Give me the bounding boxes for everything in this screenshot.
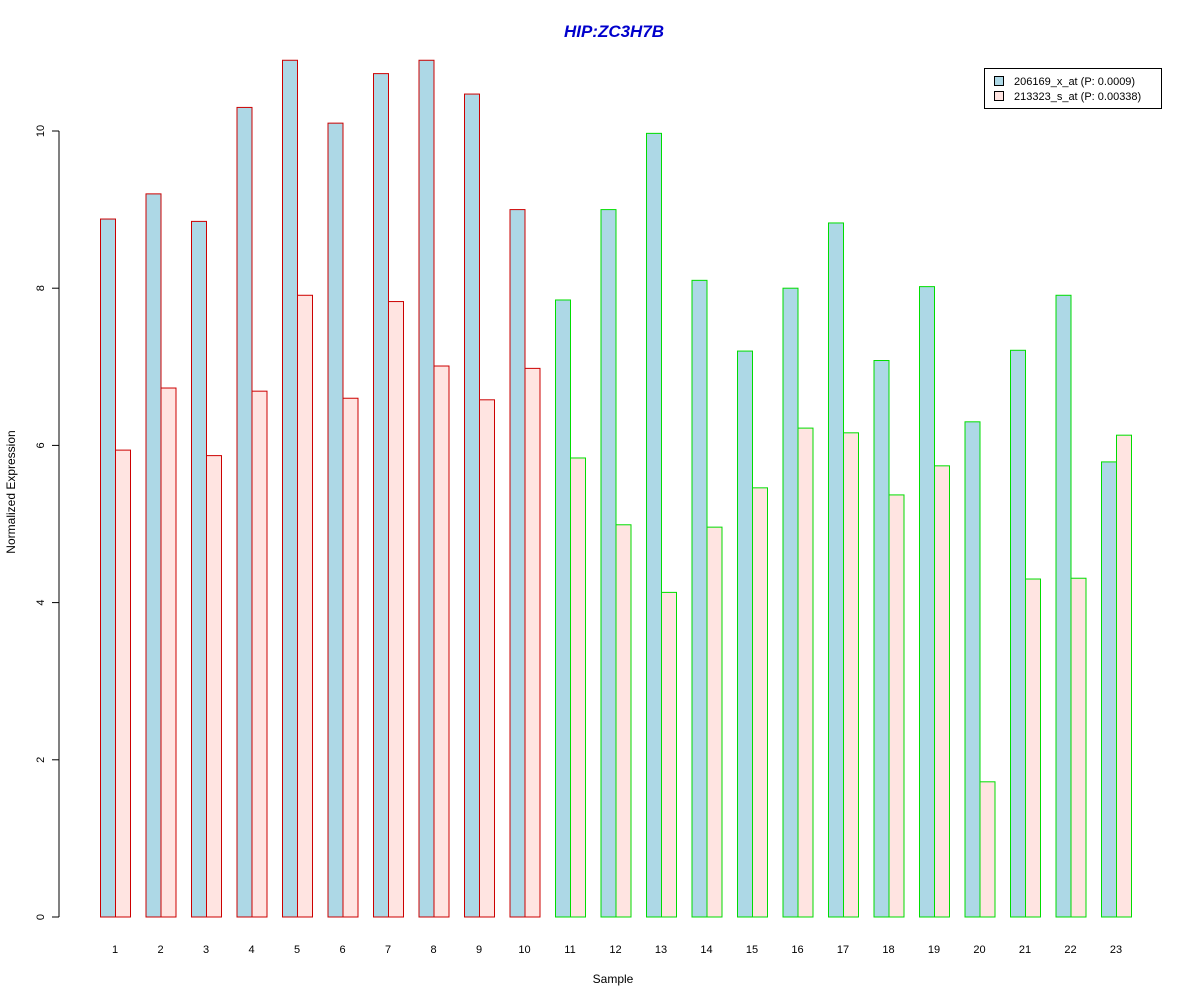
bar bbox=[600, 209, 617, 918]
bar bbox=[464, 93, 480, 918]
x-tick-label: 12 bbox=[609, 944, 621, 956]
y-tick-label: 8 bbox=[35, 285, 47, 291]
bar bbox=[828, 222, 844, 918]
bar bbox=[206, 455, 222, 918]
bar bbox=[888, 494, 905, 918]
x-tick-label: 20 bbox=[973, 944, 985, 956]
bar bbox=[873, 360, 890, 918]
bar bbox=[752, 487, 768, 918]
x-tick-label: 17 bbox=[837, 944, 849, 956]
x-tick-label: 6 bbox=[339, 944, 345, 956]
x-tick-label: 5 bbox=[294, 944, 300, 956]
y-tick-label: 0 bbox=[35, 914, 47, 920]
bar bbox=[1010, 349, 1026, 918]
bar bbox=[100, 218, 116, 918]
y-tick-label: 10 bbox=[35, 125, 47, 137]
legend-box bbox=[984, 68, 1162, 109]
x-tick-label: 7 bbox=[385, 944, 391, 956]
x-tick-label: 15 bbox=[746, 944, 758, 956]
x-tick-label: 19 bbox=[928, 944, 940, 956]
bar bbox=[388, 301, 404, 918]
bars bbox=[100, 59, 1132, 918]
legend-label: 206169_x_at (P: 0.0009) bbox=[1014, 76, 1135, 88]
y-tick-label: 4 bbox=[35, 600, 47, 606]
y-axis-label: Normalized Expression bbox=[4, 430, 18, 553]
bar bbox=[782, 287, 799, 918]
y-tick-label: 6 bbox=[35, 442, 47, 448]
bar bbox=[1025, 578, 1041, 918]
bar bbox=[1070, 577, 1087, 918]
bar bbox=[691, 279, 708, 918]
x-tick-label: 9 bbox=[476, 944, 482, 956]
bar bbox=[919, 286, 935, 918]
x-tick-label: 4 bbox=[248, 944, 254, 956]
bar bbox=[570, 457, 586, 918]
x-tick-label: 3 bbox=[203, 944, 209, 956]
x-tick-label: 21 bbox=[1019, 944, 1031, 956]
bar bbox=[661, 591, 677, 918]
x-axis-label: Sample bbox=[593, 972, 634, 986]
bar bbox=[115, 449, 131, 918]
x-tick-label: 2 bbox=[157, 944, 163, 956]
bar bbox=[236, 106, 253, 918]
bar bbox=[1116, 434, 1132, 918]
bar bbox=[1101, 461, 1117, 918]
bar bbox=[1055, 294, 1072, 918]
legend-label: 213323_s_at (P: 0.00338) bbox=[1014, 91, 1141, 103]
bar bbox=[843, 432, 859, 918]
bar bbox=[373, 73, 389, 918]
bar bbox=[646, 132, 662, 918]
legend-swatch bbox=[994, 91, 1004, 101]
bar bbox=[934, 465, 950, 918]
bar bbox=[479, 399, 495, 918]
bar bbox=[251, 390, 268, 918]
bar bbox=[797, 427, 814, 918]
x-tick-label: 11 bbox=[564, 944, 575, 956]
chart-title: HIP:ZC3H7B bbox=[564, 22, 664, 41]
bar bbox=[524, 367, 541, 918]
bar bbox=[433, 365, 450, 918]
legend: 206169_x_at (P: 0.0009) 213323_s_at (P: 0… bbox=[984, 68, 1162, 109]
bar bbox=[555, 299, 571, 918]
bar bbox=[191, 220, 207, 918]
bar bbox=[706, 526, 723, 918]
x-tick-label: 23 bbox=[1110, 944, 1122, 956]
x-tick-label: 10 bbox=[518, 944, 530, 956]
x-tick-label: 22 bbox=[1064, 944, 1076, 956]
x-tick-label: 13 bbox=[655, 944, 667, 956]
bar bbox=[160, 387, 177, 918]
x-tick-label: 8 bbox=[430, 944, 436, 956]
bar bbox=[327, 122, 344, 918]
bar bbox=[509, 209, 526, 918]
bar bbox=[418, 59, 435, 918]
x-tick-label: 18 bbox=[882, 944, 894, 956]
bar bbox=[297, 294, 313, 918]
bar bbox=[964, 421, 981, 918]
bar bbox=[979, 781, 996, 918]
x-tick-label: 1 bbox=[112, 944, 118, 956]
x-tick-label: 16 bbox=[791, 944, 803, 956]
bar bbox=[342, 397, 359, 918]
bar bbox=[282, 59, 298, 918]
y-axis: 0 2 4 6 8 10 bbox=[35, 125, 60, 920]
bar bbox=[145, 193, 162, 918]
bar bbox=[615, 524, 632, 918]
y-tick-label: 2 bbox=[35, 757, 47, 763]
x-tick-label: 14 bbox=[700, 944, 712, 956]
bar bbox=[737, 350, 753, 918]
x-axis-tick-labels: 1 2 3 4 5 6 7 8 9 10 11 12 13 14 15 16 17 18 19 20 21 22 23 bbox=[112, 944, 1122, 956]
legend-swatch bbox=[994, 76, 1004, 86]
